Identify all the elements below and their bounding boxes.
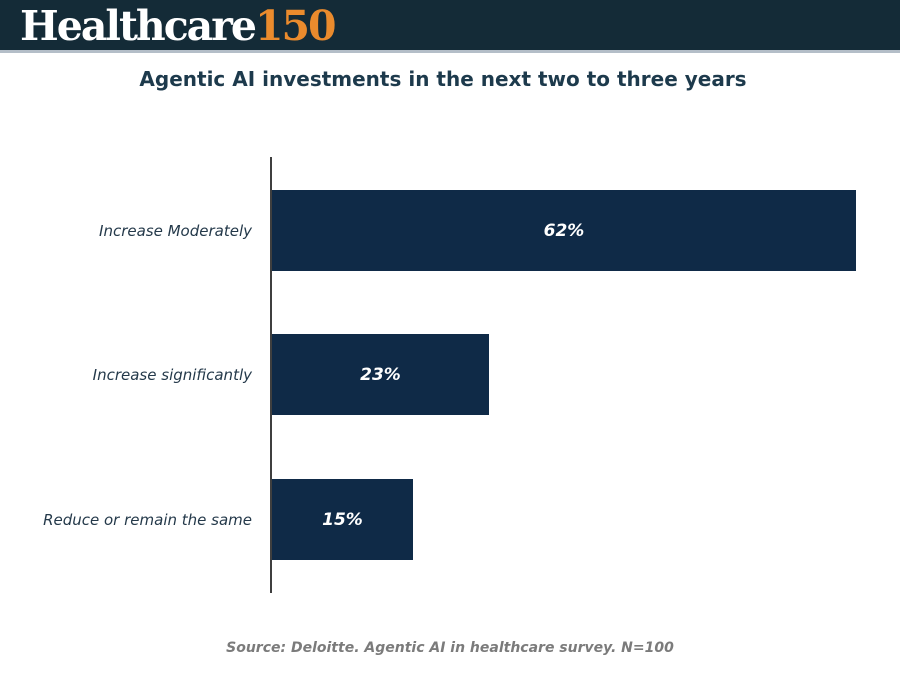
brand-number: 150 [254,2,337,50]
brand-logo: Healthcare150 [20,0,337,50]
y-axis-line [270,157,272,593]
bar-value-label: 62% [543,220,585,241]
bar-value-label: 23% [360,364,401,385]
source-note: Source: Deloitte. Agentic AI in healthca… [226,640,674,656]
header-divider [0,50,900,53]
bar-increase-moderately: 62% [272,190,856,271]
bar-reduce-or-remain: 15% [272,479,413,560]
category-label-increase-significantly: Increase significantly [92,366,252,384]
chart-title: Agentic AI investments in the next two t… [139,67,747,91]
bar-increase-significantly: 23% [272,334,489,415]
bar-value-label: 15% [322,509,363,530]
header-bar: Healthcare150 [0,0,900,50]
brand-name: Healthcare [20,2,257,50]
category-label-reduce-or-remain: Reduce or remain the same [43,511,252,529]
category-label-increase-moderately: Increase Moderately [99,222,252,240]
